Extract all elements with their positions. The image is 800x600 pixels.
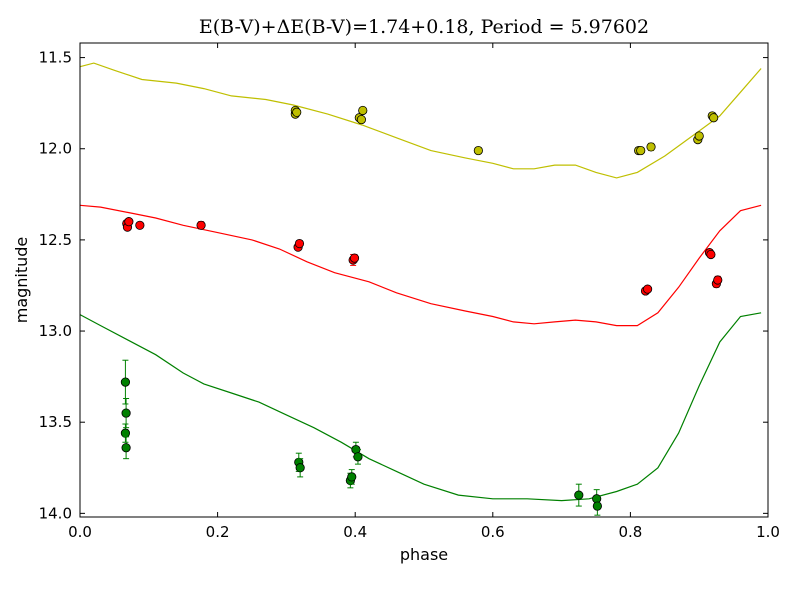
x-axis-label: phase	[400, 545, 448, 564]
x-tick-label-2: 0.4	[343, 523, 367, 541]
x-tick-label-0: 0.0	[68, 523, 92, 541]
y-tick-label-2: 12.5	[39, 231, 72, 249]
data-point-1-3	[135, 220, 145, 230]
fit-curves	[79, 62, 762, 502]
data-point-2-7	[347, 472, 357, 482]
x-tick-label-5: 1.0	[756, 523, 780, 541]
data-point-1-4	[196, 220, 206, 230]
data-point-0-8	[636, 145, 646, 156]
x-tick-label-1: 0.2	[206, 523, 230, 541]
data-point-0-4	[356, 114, 366, 125]
x-tick-label-3: 0.6	[481, 523, 505, 541]
data-point-1-10	[642, 284, 653, 294]
data-point-2-1	[121, 408, 131, 418]
y-tick-label-1: 12.0	[39, 140, 72, 158]
data-point-1-6	[294, 238, 305, 249]
data-point-0-11	[694, 131, 704, 141]
data-point-1-14	[713, 275, 723, 285]
data-point-1-2	[124, 217, 134, 227]
fit-curve-2	[79, 312, 762, 502]
data-point-2-3	[121, 443, 131, 453]
data-point-2-0	[120, 377, 131, 387]
y-tick-label-0: 11.5	[39, 49, 72, 67]
data-point-0-5	[358, 105, 368, 116]
plot-frame	[79, 42, 769, 518]
chart-title: E(B-V)+ΔE(B-V)=1.74+0.18, Period = 5.976…	[199, 16, 649, 38]
data-point-2-12	[592, 501, 602, 511]
data-point-2-2	[120, 428, 131, 438]
data-point-2-10	[574, 490, 584, 500]
fit-curve-0	[79, 62, 762, 179]
y-axis-label: magnitude	[12, 237, 31, 324]
data-point-0-9	[646, 142, 656, 152]
x-tick-label-4: 0.8	[618, 523, 642, 541]
data-point-1-8	[349, 253, 360, 263]
data-point-0-2	[292, 107, 302, 117]
y-tick-label-3: 13.0	[39, 322, 72, 340]
y-tick-label-4: 13.5	[39, 413, 72, 431]
data-point-2-5	[295, 463, 305, 473]
axis-ticks: 0.0 0.2 0.4 0.6 0.8 1.0 11.5 12.0 12.5 13.0 13.5 14…	[39, 43, 780, 541]
data-point-0-6	[473, 145, 483, 156]
data-point-2-9	[353, 452, 363, 462]
data-point-1-12	[706, 249, 716, 260]
fit-curve-1	[79, 204, 762, 327]
y-tick-label-5: 14.0	[39, 504, 72, 522]
data-point-0-13	[709, 113, 719, 123]
data-points	[120, 105, 723, 516]
